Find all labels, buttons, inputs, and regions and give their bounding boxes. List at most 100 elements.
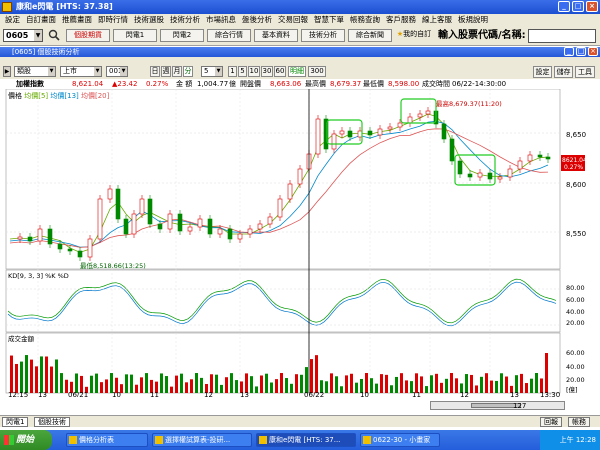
high-value: 8,679.37 <box>330 80 362 88</box>
chevron-down-icon[interactable]: ▼ <box>48 67 55 76</box>
taskbar-item-price-analysis[interactable]: 價格分析表 <box>66 433 148 447</box>
volume-bar <box>545 353 548 393</box>
vol-unit: [億] <box>566 385 578 394</box>
candle-body <box>267 216 273 225</box>
news-button[interactable]: 綜合新聞 <box>348 29 392 42</box>
taskbar-item-hts[interactable]: 康和e閃電 [HTS: 37... <box>256 433 356 447</box>
menu-item[interactable]: 智慧下單 <box>314 15 344 24</box>
scroll-thumb[interactable] <box>471 403 521 408</box>
count-field[interactable]: 300 <box>308 66 326 77</box>
stock-type-select[interactable]: 類股 ▼ <box>14 66 56 77</box>
open-label: 開盤價 <box>240 80 261 88</box>
window-titlebar: 康和e閃電 [HTS: 37.38] _ □ × <box>0 0 600 14</box>
volume-bar <box>230 373 233 393</box>
x-tick-label: 12 <box>460 391 469 397</box>
scale-30-button[interactable]: 30 <box>261 66 273 77</box>
report-button[interactable]: 回報 <box>540 417 562 427</box>
tab-flash1[interactable]: 閃電1 <box>2 417 29 427</box>
minimize-button[interactable]: _ <box>558 1 570 12</box>
menu-item[interactable]: 交易回報 <box>278 15 308 24</box>
candle-body <box>425 110 431 115</box>
menu-item[interactable]: 盤後分析 <box>242 15 272 24</box>
taskbar-item-options[interactable]: 選擇權試算表-投研... <box>152 433 252 447</box>
index-select[interactable]: 001 ▼ <box>106 66 128 77</box>
save-button[interactable]: 儲存 <box>554 66 573 78</box>
menu-item[interactable]: 設定 <box>5 15 20 24</box>
menu-item[interactable]: 即時行情 <box>98 15 128 24</box>
volume-bar <box>290 383 293 393</box>
period-minute-button[interactable]: 分 <box>183 66 193 77</box>
volume-bar <box>185 382 188 393</box>
period-day-button[interactable]: 日 <box>150 66 160 77</box>
scale-10-button[interactable]: 10 <box>248 66 260 77</box>
volume-bar <box>400 373 403 393</box>
highlight-box <box>400 98 437 124</box>
menu-item[interactable]: 市場訊息 <box>206 15 236 24</box>
market-select[interactable]: 上市 ▼ <box>60 66 102 77</box>
candle-body <box>487 172 493 180</box>
chart-scrollbar[interactable] <box>430 401 565 410</box>
expand-icon[interactable]: ▶ <box>3 66 11 77</box>
amount-label: 金 額 <box>176 80 193 88</box>
tools-button[interactable]: 工具 <box>575 66 595 78</box>
account-button[interactable]: 帳務 <box>568 417 590 427</box>
candle-body <box>331 133 337 150</box>
excel-icon <box>69 436 77 444</box>
candle-body <box>323 118 329 150</box>
sub-close-button[interactable]: × <box>588 47 598 56</box>
chevron-down-icon[interactable]: ▼ <box>94 67 101 76</box>
overview-quotes-button[interactable]: 綜合行情 <box>207 29 251 42</box>
stock-code-input[interactable] <box>528 29 596 43</box>
menu-item[interactable]: 推薦畫面 <box>62 15 92 24</box>
technical-chart[interactable]: 價格 均價[5] 均價[13] 均價[20] 最高8,679.37(11:20)… <box>0 89 600 397</box>
candle-body <box>497 176 503 180</box>
volume-bar <box>35 366 38 393</box>
basic-info-button[interactable]: 基本資料 <box>254 29 298 42</box>
candle-body <box>177 213 183 232</box>
scale-1-button[interactable]: 1 <box>228 66 237 77</box>
menu-item[interactable]: 技術分析 <box>170 15 200 24</box>
technical-analysis-button[interactable]: 技術分析 <box>301 29 345 42</box>
vol-tick-60: 60.00 <box>566 349 585 357</box>
stock-futures-button[interactable]: 個股期貨 <box>66 29 110 42</box>
chevron-down-icon[interactable]: ▼ <box>34 30 42 41</box>
tab-stock-technical[interactable]: 個股技術 <box>34 417 70 427</box>
menu-item[interactable]: 技術選股 <box>134 15 164 24</box>
sub-maximize-button[interactable]: □ <box>576 47 586 56</box>
sub-minimize-button[interactable]: _ <box>564 47 574 56</box>
scale-60-button[interactable]: 60 <box>274 66 286 77</box>
chevron-down-icon[interactable]: ▼ <box>215 67 222 76</box>
period-week-button[interactable]: 週 <box>161 66 171 77</box>
function-code-input[interactable]: 0605 ▼ <box>3 29 43 42</box>
windows-taskbar: 開始 價格分析表 選擇權試算表-投研... 康和e閃電 [HTS: 37... … <box>0 430 600 450</box>
menu-item[interactable]: 自訂畫面 <box>26 15 56 24</box>
settings-button[interactable]: 設定 <box>533 66 552 78</box>
close-button[interactable]: × <box>586 1 598 12</box>
scale-5-button[interactable]: 5 <box>238 66 247 77</box>
volume-bar <box>480 376 483 393</box>
menu-item[interactable]: 線上客服 <box>422 15 452 24</box>
flash1-button[interactable]: 閃電1 <box>113 29 157 42</box>
search-icon[interactable] <box>48 29 60 41</box>
period-month-button[interactable]: 月 <box>172 66 182 77</box>
candle-body <box>441 123 447 140</box>
volume-bar <box>455 378 458 393</box>
menu-item[interactable]: 帳務查詢 <box>350 15 380 24</box>
interval-select[interactable]: 5 ▼ <box>201 66 223 77</box>
start-button[interactable]: 開始 <box>0 430 52 450</box>
volume-bar <box>265 373 268 393</box>
candle-body <box>57 243 63 250</box>
menu-item[interactable]: 客戶服務 <box>386 15 416 24</box>
my-custom-button[interactable]: ★我的自訂 <box>395 29 433 42</box>
interval-value: 5 <box>204 67 209 75</box>
menu-item[interactable]: 板規說明 <box>458 15 488 24</box>
candle-body <box>107 188 113 200</box>
flash2-button[interactable]: 閃電2 <box>160 29 204 42</box>
detail-button[interactable]: 明細 <box>288 66 306 77</box>
chevron-down-icon[interactable]: ▼ <box>120 67 127 76</box>
taskbar-item-paint[interactable]: 0622-30 - 小畫家 <box>360 433 440 447</box>
maximize-button[interactable]: □ <box>572 1 584 12</box>
volume-bar <box>205 383 208 393</box>
volume-bar <box>490 380 493 393</box>
vol-tick-20: 20.00 <box>566 376 585 384</box>
